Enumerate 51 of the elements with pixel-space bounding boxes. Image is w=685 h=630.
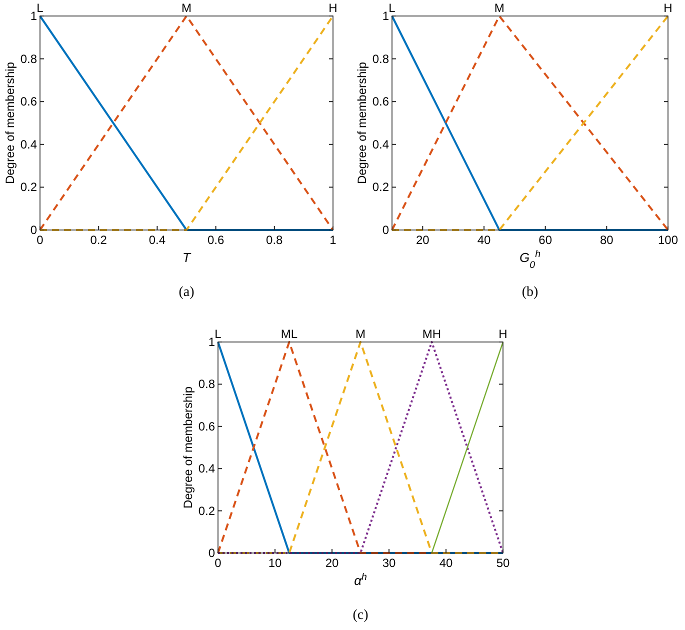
x-tick-label: 60 [538,233,552,247]
text: (b) [522,285,538,300]
x-tick-label: 20 [325,556,339,570]
y-tick-label: 0.4 [20,137,38,152]
y-tick-label: 0.8 [198,377,216,392]
y-axis-title: Degree of membership [181,386,195,509]
y-tick-label: 0.4 [198,462,216,476]
y-tick-label: 0.6 [20,94,38,109]
annotation: ML [280,327,298,341]
x-tick-label: 40 [477,233,491,247]
x-tick-label: 100 [658,233,678,247]
annotation: M [182,1,192,15]
y-tick-label: 0.8 [20,52,38,66]
x-tick-label: 10 [268,556,282,570]
y-axis-title: Degree of membership [3,62,17,184]
x-tick-label: 80 [600,233,614,247]
x-tick-label: 0.4 [148,233,166,247]
x-tick-label: 40 [439,556,453,570]
x-tick-label: 50 [496,556,510,570]
x-tick-label: 0.2 [90,233,108,247]
annotation: L [36,1,44,15]
annotation: M [494,1,504,15]
y-tick-label: 0 [208,546,216,560]
annotation: L [214,327,222,341]
y-tick-label: 0.4 [372,137,390,152]
x-tick-label: 0.8 [266,233,284,247]
y-tick-label: 0.2 [20,180,38,194]
text: (a) [178,285,195,300]
annotation: H [328,1,338,15]
y-tick-label: 1 [208,335,216,349]
text: (c) [352,608,369,623]
x-axis-title: T [182,250,192,265]
y-tick-label: 0 [30,223,38,237]
y-tick-label: 1 [382,9,390,23]
annotation: L [388,1,396,15]
y-tick-label: 0.2 [372,180,390,194]
y-tick-label: 0 [382,223,390,237]
x-tick-label: 30 [382,556,396,570]
x-tick-label: 1 [330,233,337,247]
annotation: H [664,1,672,15]
y-tick-label: 0.6 [198,419,216,434]
y-axis-title: Degree of membership [355,62,369,184]
y-tick-label: 0.8 [372,52,390,66]
y-tick-label: 1 [30,9,38,23]
annotation: M [356,327,366,341]
x-tick-label: 20 [416,233,430,247]
y-tick-label: 0.6 [372,94,390,109]
annotation: MH [422,327,442,341]
annotation: H [498,327,508,341]
x-axis-title: α$^{h}$ [354,572,367,588]
y-tick-label: 0.2 [198,504,216,518]
